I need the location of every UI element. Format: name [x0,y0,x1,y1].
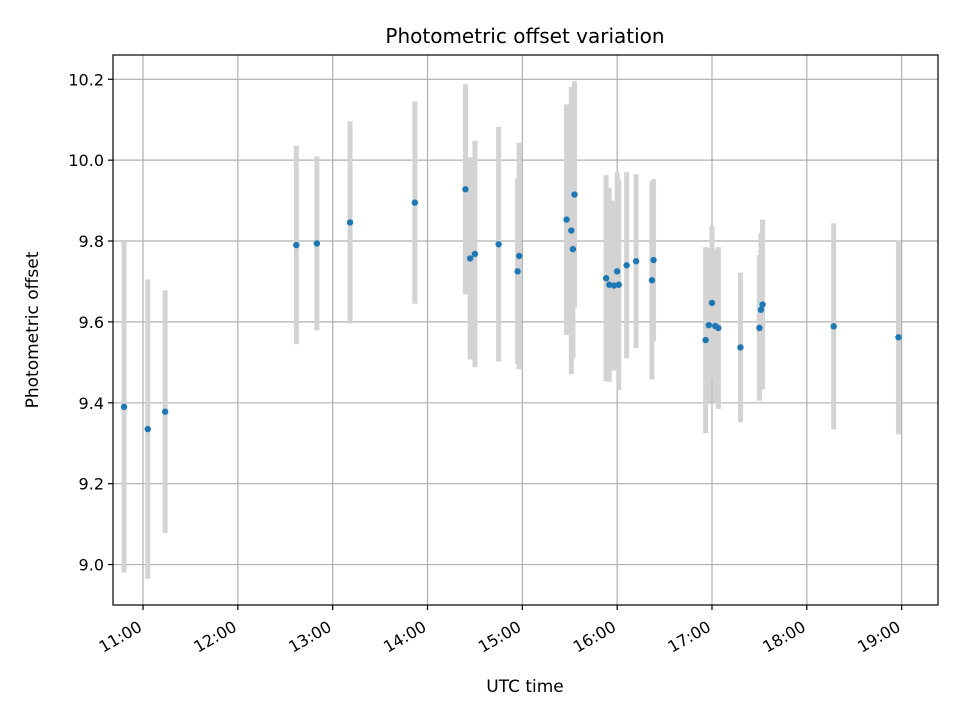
data-point [571,191,578,198]
y-tick-label: 9.0 [79,556,104,575]
data-point [161,408,169,415]
y-axis-label: Photometric offset [23,251,43,408]
data-point [466,255,474,262]
plot-frame [112,54,939,606]
data-point [346,219,354,226]
data-points [120,186,902,433]
data-point [610,282,618,289]
data-point [702,336,709,344]
data-point [569,245,577,253]
data-point [563,216,570,223]
data-point [757,306,765,313]
data-point [737,344,744,351]
data-point [606,281,613,288]
data-point [471,250,479,258]
y-tick-label: 9.2 [79,475,104,494]
y-tick-label: 9.4 [79,394,104,413]
data-point [615,281,622,288]
data-point [293,241,300,249]
data-point [705,321,713,329]
data-point [495,241,502,248]
y-axis: 9.0 9.2 9.4 9.6 9.8 10.0 10.2 [68,70,113,575]
data-point [613,268,621,275]
data-point [708,299,716,307]
data-point [514,268,521,275]
data-point [568,227,575,234]
y-tick-label: 10.0 [68,151,104,170]
data-point [756,324,763,332]
data-point [830,323,837,330]
data-point [120,403,128,411]
data-point [144,425,151,433]
data-point [759,301,766,308]
data-point [632,258,640,265]
x-axis-label: UTC time [486,677,564,697]
data-point [411,199,419,206]
data-point [602,275,610,282]
data-point [313,240,321,247]
y-tick-label: 9.6 [79,313,104,332]
data-point [895,334,902,341]
y-tick-label: 10.2 [68,70,104,89]
data-point [623,262,630,269]
data-point [648,277,656,284]
data-point [715,324,722,332]
chart-title: Photometric offset variation [385,24,664,48]
y-tick-label: 9.8 [79,232,104,251]
data-point [462,186,469,193]
data-point [515,252,523,260]
data-point [650,256,657,264]
